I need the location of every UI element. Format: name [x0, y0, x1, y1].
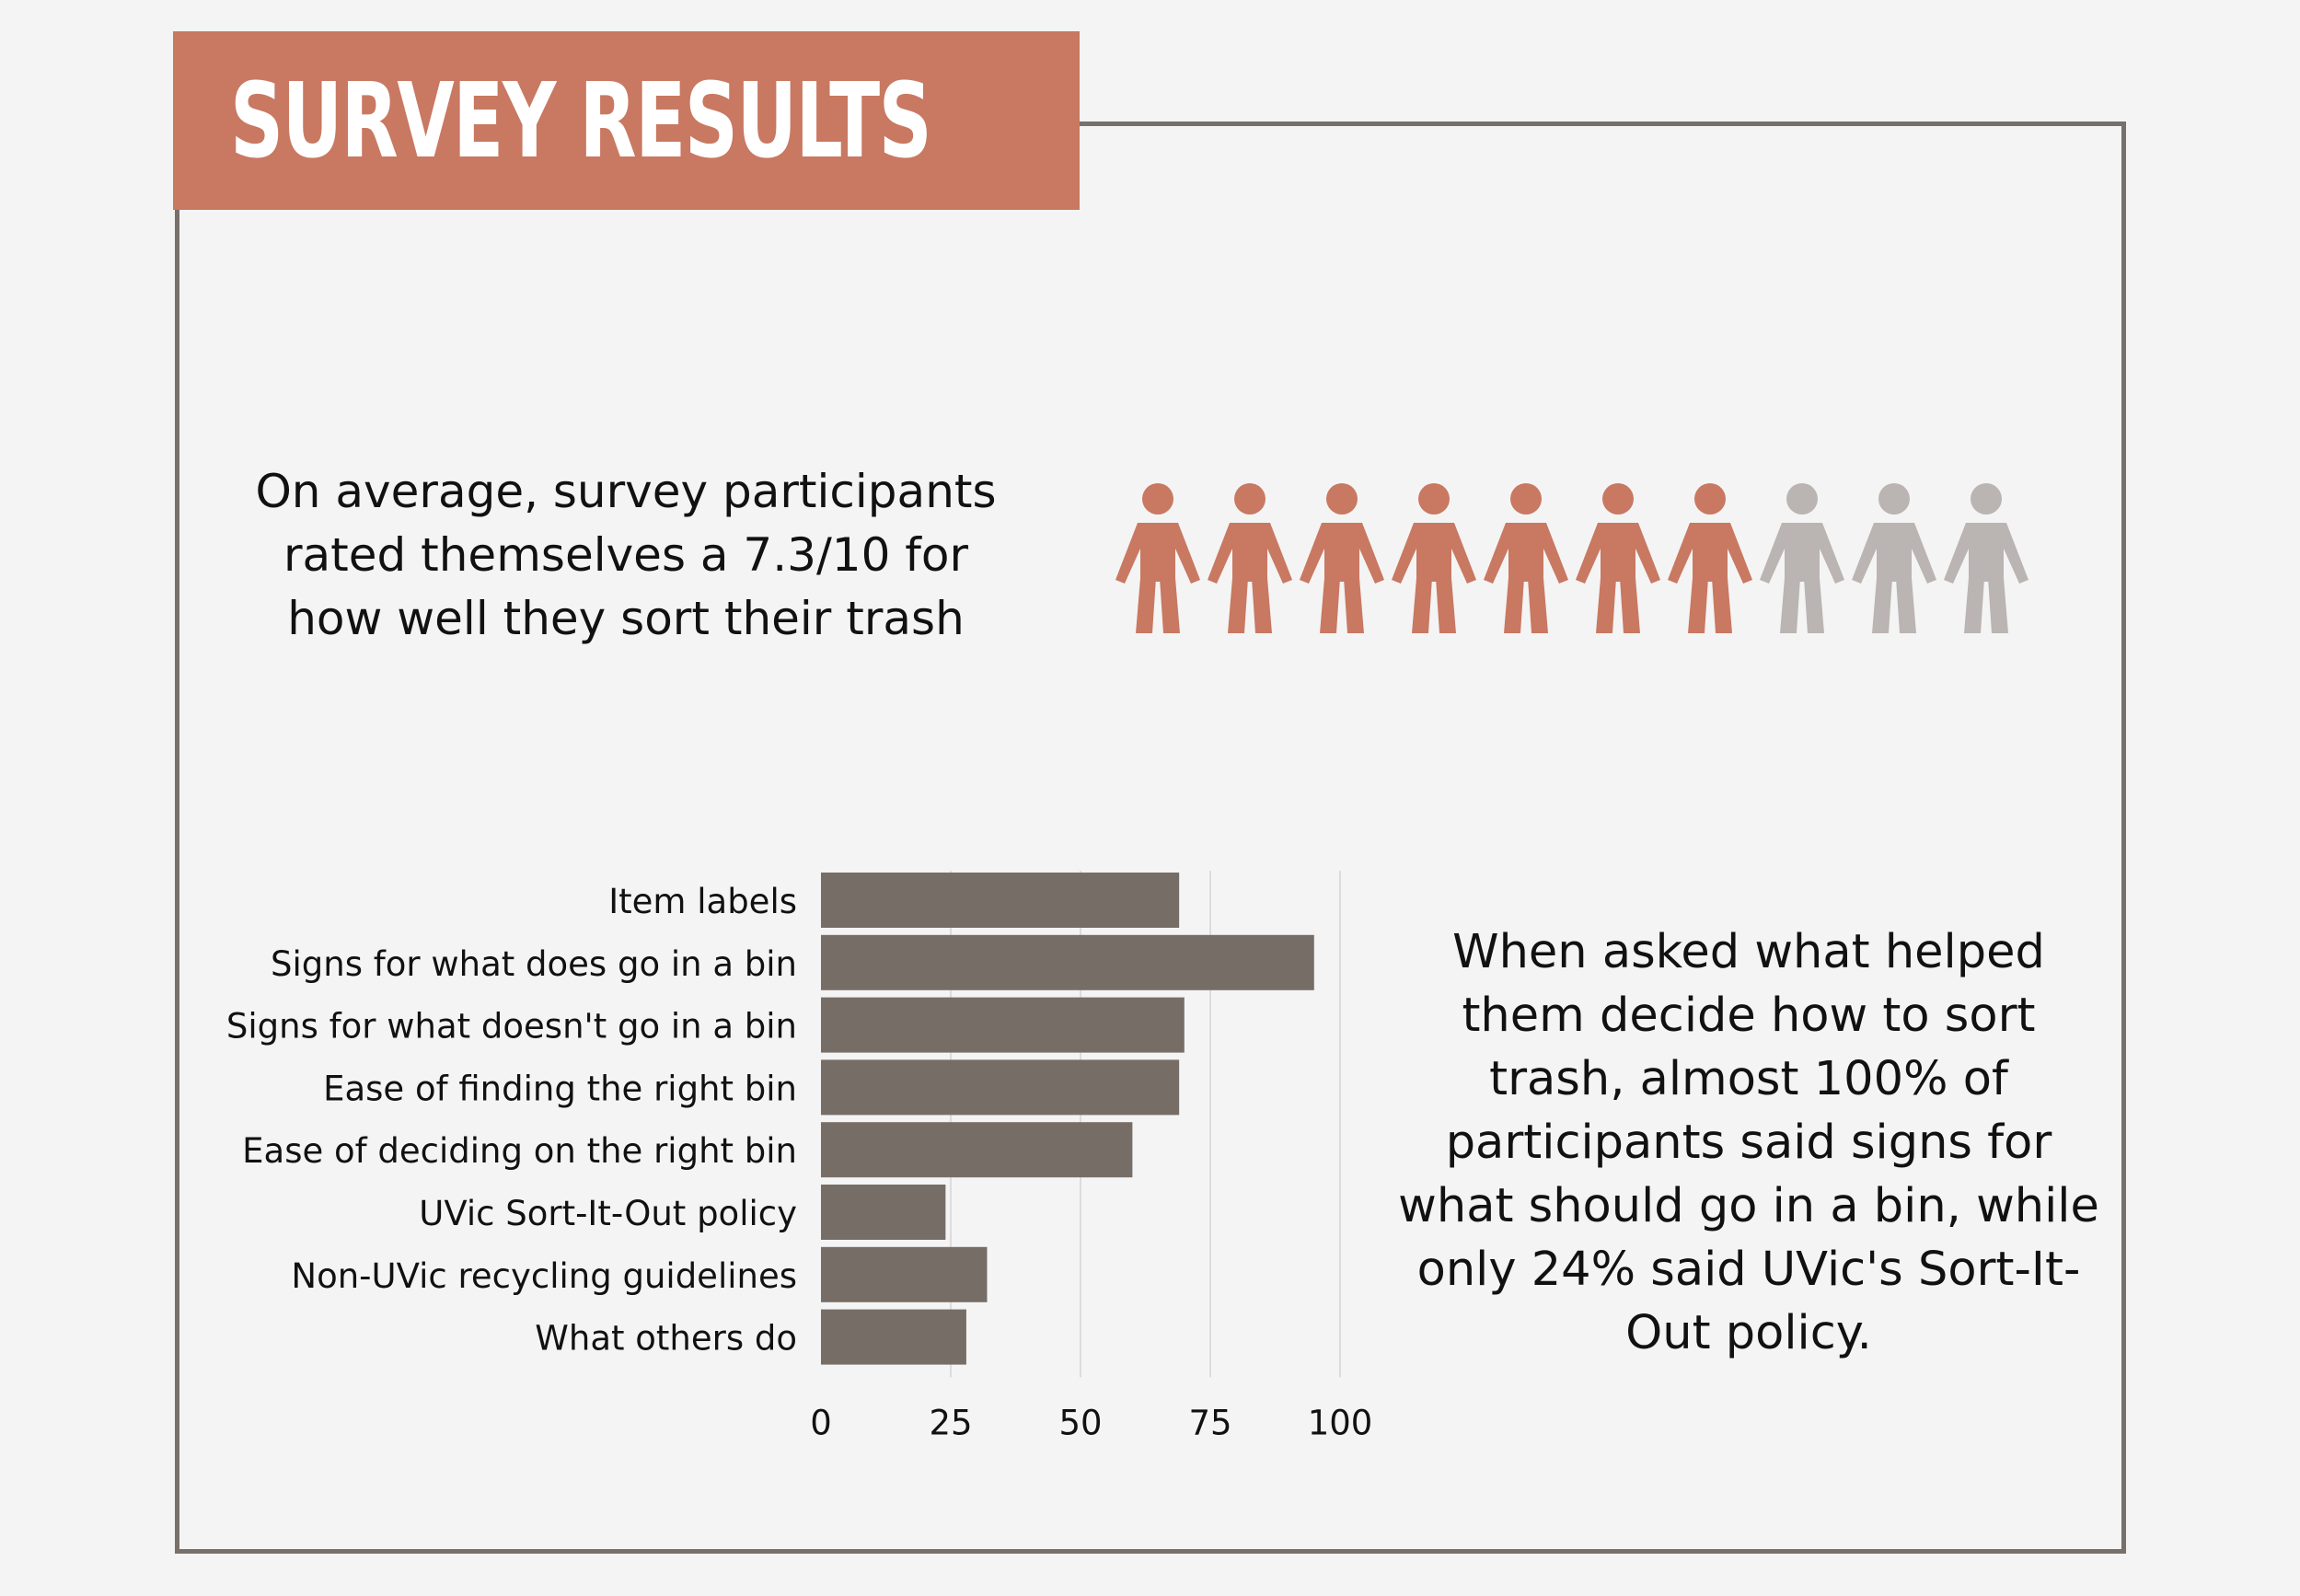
person-icon-filled — [1484, 483, 1568, 633]
person-icon-filled — [1115, 483, 1200, 633]
category-label: Signs for what does go in a bin — [271, 944, 797, 984]
person-icon-empty — [1760, 483, 1844, 633]
category-label: Item labels — [608, 882, 797, 921]
x-tick-label: 100 — [1308, 1403, 1373, 1442]
bar — [821, 1122, 1133, 1178]
x-tick-label: 50 — [1058, 1403, 1102, 1442]
help-factors-bar-chart: Item labels Signs for what does go in a b… — [226, 871, 1373, 1442]
title-banner: SURVEY RESULTS — [173, 31, 1080, 210]
bar — [821, 1185, 946, 1240]
person-icon-empty — [1852, 483, 1936, 633]
bar — [821, 1059, 1180, 1116]
page-title: SURVEY RESULTS — [230, 62, 932, 181]
rating-pictogram — [1115, 483, 2028, 633]
bar — [821, 1246, 988, 1302]
person-icon-filled — [1208, 483, 1292, 633]
category-label: UVic Sort-It-Out policy — [419, 1194, 797, 1233]
category-label: Ease of finding the right bin — [323, 1069, 797, 1108]
rating-summary-text: On average, survey participants rated th… — [255, 465, 997, 645]
person-icon-filled — [1392, 483, 1476, 633]
content-frame — [175, 121, 2126, 1554]
category-label: Non-UVic recycling guidelines — [291, 1256, 797, 1296]
bar — [821, 1309, 966, 1365]
x-tick-label: 25 — [929, 1403, 972, 1442]
bar — [821, 997, 1185, 1053]
category-label: Signs for what doesn't go in a bin — [226, 1007, 797, 1047]
person-icon-filled — [1668, 483, 1752, 633]
x-tick-label: 0 — [810, 1403, 832, 1442]
category-label: What others do — [535, 1319, 797, 1359]
chart-summary-text: When asked what helped them decide how t… — [1398, 925, 2099, 1360]
category-label: Ease of deciding on the right bin — [242, 1131, 797, 1171]
bar — [821, 934, 1314, 990]
person-icon-filled — [1300, 483, 1384, 633]
x-tick-label: 75 — [1188, 1403, 1231, 1442]
person-icon-empty — [1944, 483, 2028, 633]
bar — [821, 873, 1180, 928]
person-icon-filled — [1576, 483, 1660, 633]
